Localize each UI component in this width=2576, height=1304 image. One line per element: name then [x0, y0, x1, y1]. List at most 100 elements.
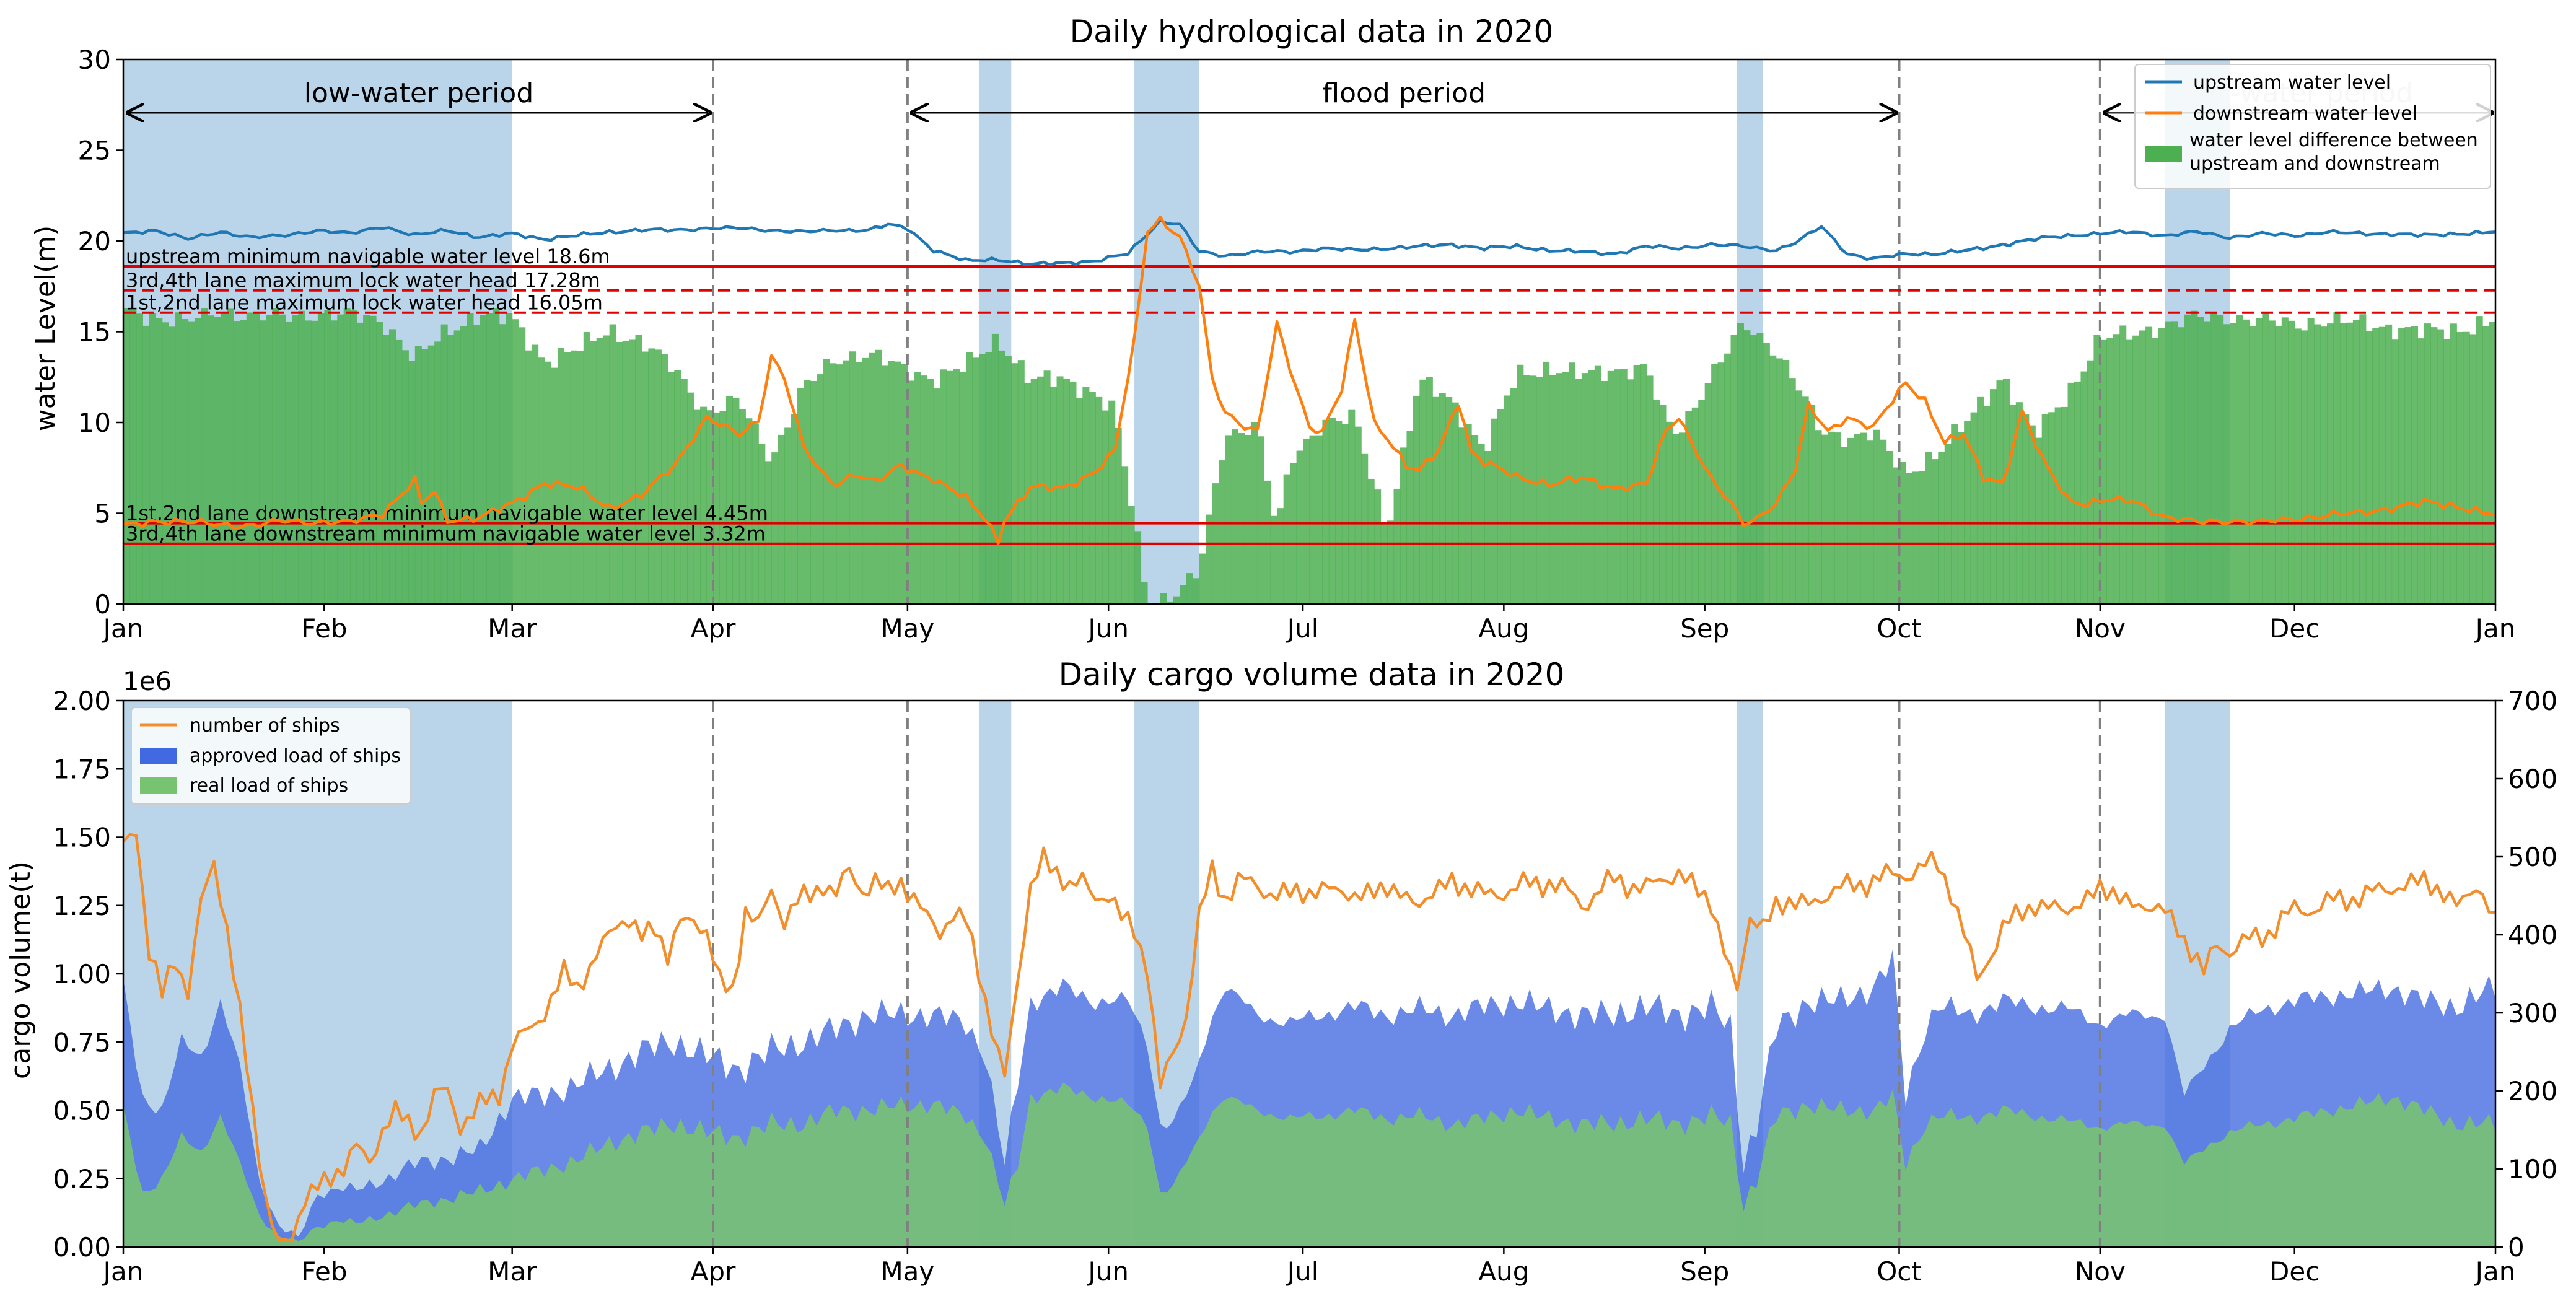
- diff-bar: [2093, 335, 2101, 604]
- diff-bar: [2113, 334, 2120, 604]
- diff-bar: [1704, 383, 1712, 604]
- cargo-y-tick-label: 2.00: [53, 686, 111, 716]
- diff-bar: [2372, 328, 2380, 604]
- diff-bar: [914, 372, 921, 604]
- hydro-chart: Daily hydrological data in 2020 water Le…: [30, 14, 2515, 644]
- diff-bar: [1756, 333, 1764, 604]
- diff-bar: [2100, 339, 2107, 604]
- diff-bar: [298, 310, 305, 604]
- diff-bar: [2301, 330, 2308, 604]
- hydro-axes: Jan Feb Mar Apr May Jun Jul Aug Sep Oct Nov Dec Jan0…: [78, 45, 2516, 644]
- diff-bar: [460, 326, 468, 604]
- diff-bar: [2132, 335, 2140, 604]
- diff-bar: [888, 361, 895, 604]
- diff-bar: [1886, 450, 1893, 604]
- cargo-chart: Daily cargo volume data in 2020 cargo vo…: [5, 657, 2557, 1287]
- diff-bar: [1426, 377, 1433, 604]
- diff-bar: [304, 320, 312, 604]
- diff-bar: [162, 322, 169, 604]
- diff-bar: [1530, 375, 1537, 604]
- diff-bar: [590, 341, 597, 604]
- diff-bar: [1977, 396, 1984, 604]
- diff-bar: [862, 357, 869, 604]
- diff-bar: [2158, 328, 2166, 604]
- diff-bar: [843, 360, 850, 604]
- diff-bar: [142, 325, 150, 604]
- diff-bar: [2281, 317, 2289, 604]
- cargo-x-tick-label: Jul: [1286, 1256, 1319, 1287]
- diff-bar: [661, 354, 668, 604]
- diff-bar: [324, 310, 331, 604]
- diff-bar: [1672, 434, 1680, 604]
- diff-bar: [1918, 471, 1925, 604]
- diff-bar: [2074, 381, 2082, 604]
- hydro-y-label: water Level(m): [30, 225, 61, 432]
- legend-ships-label: number of ships: [190, 715, 340, 737]
- diff-bar: [1004, 356, 1012, 604]
- hydro-x-tick-label: Dec: [2269, 613, 2320, 644]
- hydro-x-tick-label: Jan: [2474, 613, 2516, 644]
- diff-bar: [570, 350, 577, 604]
- cargo-x-tick-label: Apr: [691, 1256, 736, 1287]
- period-label-0: low-water period: [304, 77, 534, 109]
- hydro-title: Daily hydrological data in 2020: [1070, 14, 1554, 50]
- diff-bar: [2443, 339, 2451, 604]
- hydro-y-tick-label: 5: [94, 499, 111, 529]
- legend-diff-label-box: water level difference between upstream …: [2189, 129, 2478, 175]
- diff-bar: [577, 351, 584, 604]
- diff-bar: [421, 349, 429, 604]
- diff-bar: [882, 365, 889, 604]
- cargo-y-tick-label: 1.25: [53, 891, 111, 921]
- cargo-y2-tick-label: 700: [2508, 686, 2557, 716]
- period-label-1: flood period: [1322, 77, 1486, 109]
- diff-bar: [493, 308, 500, 604]
- diff-bar: [1860, 432, 1867, 604]
- diff-bar: [2275, 326, 2282, 604]
- diff-bar: [401, 350, 409, 604]
- diff-bar: [2119, 325, 2127, 604]
- diff-bar: [2126, 339, 2133, 604]
- hydro-y-tick-label: 30: [78, 45, 111, 75]
- legend-diff-label: water level difference between upstream …: [2189, 129, 2478, 175]
- diff-bar: [1750, 335, 1757, 604]
- diff-bar: [706, 410, 714, 604]
- hydro-y-tick-label: 0: [94, 589, 111, 619]
- diff-bar: [1115, 427, 1122, 604]
- hydro-x-tick-label: Sep: [1680, 613, 1729, 644]
- diff-bar: [1847, 437, 1854, 604]
- diff-bar: [2307, 318, 2315, 604]
- diff-bar: [959, 372, 966, 604]
- diff-bar: [2450, 323, 2457, 604]
- diff-bar: [856, 362, 863, 604]
- diff-bar: [1652, 399, 1660, 604]
- cargo-y-tick-label: 1.50: [53, 823, 111, 853]
- diff-bar: [2249, 326, 2256, 604]
- diff-bar: [2054, 407, 2062, 604]
- diff-bar: [927, 379, 934, 604]
- cargo-legend: number of ships approved load of ships r…: [131, 707, 411, 805]
- diff-bar: [1419, 379, 1427, 604]
- diff-bar: [1193, 578, 1200, 604]
- diff-bar: [2236, 315, 2243, 604]
- diff-bar: [1121, 466, 1129, 604]
- diff-bar: [2391, 339, 2399, 604]
- legend-real-label: real load of ships: [190, 775, 348, 797]
- diff-bar: [2294, 328, 2302, 604]
- diff-bar: [745, 418, 753, 604]
- cargo-x-tick-label: Oct: [1877, 1256, 1922, 1287]
- diff-bar: [532, 344, 539, 604]
- diff-bar: [2437, 329, 2444, 604]
- diff-bar: [687, 392, 694, 604]
- diff-bar: [1257, 436, 1264, 604]
- diff-bar: [875, 349, 882, 604]
- cargo-x-tick-label: Sep: [1680, 1256, 1729, 1287]
- diff-bar: [1471, 435, 1479, 604]
- diff-bar: [1549, 375, 1556, 604]
- diff-bar: [1089, 392, 1096, 604]
- cargo-legend-box: [131, 707, 411, 805]
- diff-bar: [2365, 331, 2373, 604]
- number-of-ships-line: [122, 833, 2496, 1243]
- diff-bar: [285, 321, 292, 604]
- diff-bar: [2061, 406, 2069, 604]
- diff-bar: [1970, 412, 1978, 604]
